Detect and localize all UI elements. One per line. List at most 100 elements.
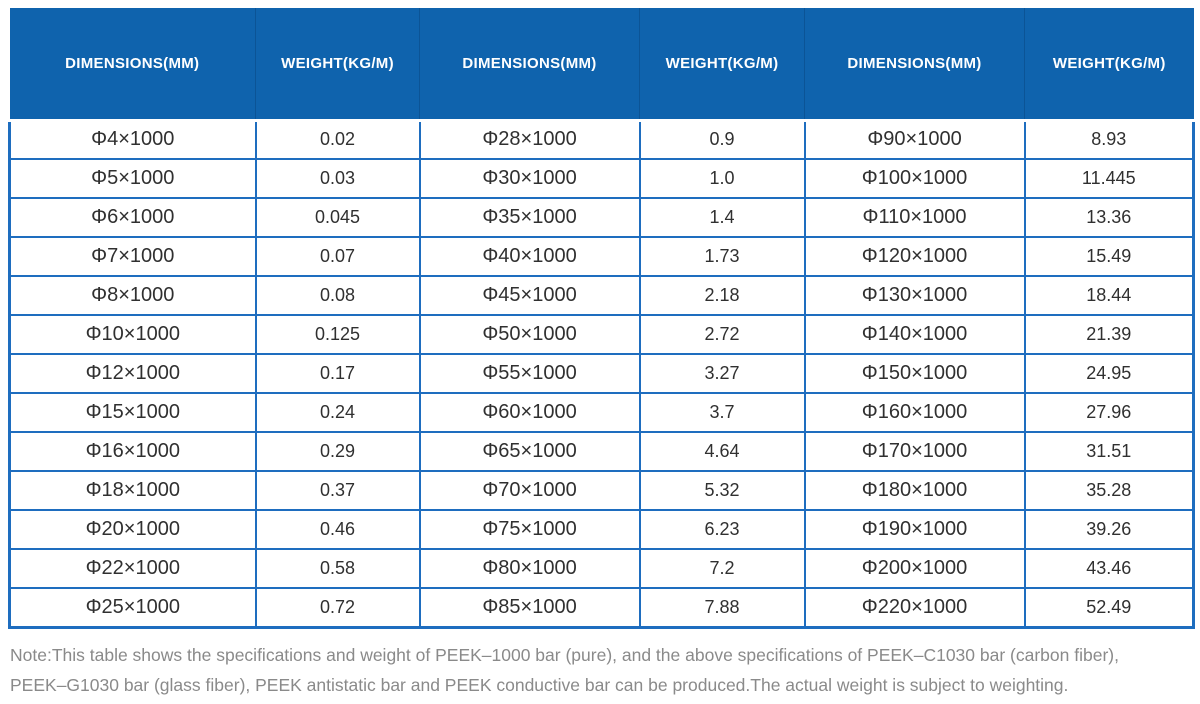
- dimension-value: Φ22×1000: [8, 548, 257, 589]
- weight-value: 21.39: [1023, 314, 1195, 355]
- weight-value: 0.03: [254, 158, 421, 199]
- dimension-value: Φ130×1000: [803, 275, 1026, 316]
- table-row: Φ25×1000 0.72 Φ85×1000 7.88 Φ220×1000 52…: [8, 587, 1195, 629]
- note-line-2: PEEK–G1030 bar (glass fiber), PEEK antis…: [10, 674, 1069, 695]
- peek-bar-spec-table: DIMENSIONS(MM) WEIGHT(KG/M) DIMENSIONS(M…: [8, 8, 1195, 629]
- dimension-value: Φ65×1000: [418, 431, 641, 472]
- dimension-value: Φ4×1000: [8, 119, 257, 160]
- weight-value: 1.4: [638, 197, 806, 238]
- header-weight-1: WEIGHT(KG/M): [255, 8, 420, 122]
- dimension-value: Φ80×1000: [418, 548, 641, 589]
- table-row: Φ5×1000 0.03 Φ30×1000 1.0 Φ100×1000 11.4…: [8, 158, 1195, 199]
- dimension-value: Φ200×1000: [803, 548, 1026, 589]
- dimension-value: Φ10×1000: [8, 314, 257, 355]
- weight-value: 1.0: [638, 158, 806, 199]
- dimension-value: Φ16×1000: [8, 431, 257, 472]
- dimension-value: Φ120×1000: [803, 236, 1026, 277]
- dimension-value: Φ150×1000: [803, 353, 1026, 394]
- weight-value: 0.72: [254, 587, 421, 629]
- weight-value: 0.29: [254, 431, 421, 472]
- dimension-value: Φ75×1000: [418, 509, 641, 550]
- weight-value: 8.93: [1023, 119, 1195, 160]
- weight-value: 24.95: [1023, 353, 1195, 394]
- weight-value: 5.32: [638, 470, 806, 511]
- dimension-value: Φ160×1000: [803, 392, 1026, 433]
- weight-value: 3.27: [638, 353, 806, 394]
- weight-value: 31.51: [1023, 431, 1195, 472]
- dimension-value: Φ7×1000: [8, 236, 257, 277]
- note-line-1: Note:This table shows the specifications…: [10, 644, 1119, 665]
- weight-value: 3.7: [638, 392, 806, 433]
- weight-value: 0.9: [638, 119, 806, 160]
- dimension-value: Φ12×1000: [8, 353, 257, 394]
- table-row: Φ4×1000 0.02 Φ28×1000 0.9 Φ90×1000 8.93: [8, 119, 1195, 160]
- weight-value: 0.08: [254, 275, 421, 316]
- dimension-value: Φ55×1000: [418, 353, 641, 394]
- weight-value: 0.07: [254, 236, 421, 277]
- header-dimensions-2: DIMENSIONS(MM): [419, 8, 640, 122]
- header-dimensions-1: DIMENSIONS(MM): [9, 8, 256, 122]
- weight-value: 0.58: [254, 548, 421, 589]
- table-row: Φ8×1000 0.08 Φ45×1000 2.18 Φ130×1000 18.…: [8, 275, 1195, 316]
- dimension-value: Φ60×1000: [418, 392, 641, 433]
- dimension-value: Φ40×1000: [418, 236, 641, 277]
- dimension-value: Φ190×1000: [803, 509, 1026, 550]
- dimension-value: Φ20×1000: [8, 509, 257, 550]
- dimension-value: Φ28×1000: [418, 119, 641, 160]
- dimension-value: Φ25×1000: [8, 587, 257, 629]
- dimension-value: Φ30×1000: [418, 158, 641, 199]
- dimension-value: Φ45×1000: [418, 275, 641, 316]
- table-row: Φ12×1000 0.17 Φ55×1000 3.27 Φ150×1000 24…: [8, 353, 1195, 394]
- weight-value: 7.88: [638, 587, 806, 629]
- table-note: Note:This table shows the specifications…: [10, 640, 1190, 700]
- dimension-value: Φ15×1000: [8, 392, 257, 433]
- weight-value: 15.49: [1023, 236, 1195, 277]
- weight-value: 0.125: [254, 314, 421, 355]
- table-row: Φ16×1000 0.29 Φ65×1000 4.64 Φ170×1000 31…: [8, 431, 1195, 472]
- weight-value: 11.445: [1023, 158, 1195, 199]
- weight-value: 2.72: [638, 314, 806, 355]
- dimension-value: Φ90×1000: [803, 119, 1026, 160]
- header-dimensions-3: DIMENSIONS(MM): [804, 8, 1025, 122]
- weight-value: 13.36: [1023, 197, 1195, 238]
- weight-value: 4.64: [638, 431, 806, 472]
- table-row: Φ6×1000 0.045 Φ35×1000 1.4 Φ110×1000 13.…: [8, 197, 1195, 238]
- table-body: Φ4×1000 0.02 Φ28×1000 0.9 Φ90×1000 8.93 …: [8, 119, 1195, 629]
- weight-value: 7.2: [638, 548, 806, 589]
- weight-value: 0.46: [254, 509, 421, 550]
- weight-value: 0.045: [254, 197, 421, 238]
- dimension-value: Φ85×1000: [418, 587, 641, 629]
- header-row: DIMENSIONS(MM) WEIGHT(KG/M) DIMENSIONS(M…: [9, 8, 1194, 122]
- weight-value: 2.18: [638, 275, 806, 316]
- dimension-value: Φ220×1000: [803, 587, 1026, 629]
- header-weight-3: WEIGHT(KG/M): [1024, 8, 1194, 122]
- dimension-value: Φ110×1000: [803, 197, 1026, 238]
- weight-value: 6.23: [638, 509, 806, 550]
- weight-value: 18.44: [1023, 275, 1195, 316]
- weight-value: 27.96: [1023, 392, 1195, 433]
- table-header: DIMENSIONS(MM) WEIGHT(KG/M) DIMENSIONS(M…: [9, 8, 1194, 122]
- weight-value: 0.24: [254, 392, 421, 433]
- dimension-value: Φ70×1000: [418, 470, 641, 511]
- header-weight-2: WEIGHT(KG/M): [639, 8, 805, 122]
- weight-value: 39.26: [1023, 509, 1195, 550]
- dimension-value: Φ100×1000: [803, 158, 1026, 199]
- table-row: Φ18×1000 0.37 Φ70×1000 5.32 Φ180×1000 35…: [8, 470, 1195, 511]
- table-row: Φ7×1000 0.07 Φ40×1000 1.73 Φ120×1000 15.…: [8, 236, 1195, 277]
- weight-value: 0.02: [254, 119, 421, 160]
- dimension-value: Φ50×1000: [418, 314, 641, 355]
- table-row: Φ20×1000 0.46 Φ75×1000 6.23 Φ190×1000 39…: [8, 509, 1195, 550]
- dimension-value: Φ18×1000: [8, 470, 257, 511]
- dimension-value: Φ140×1000: [803, 314, 1026, 355]
- weight-value: 0.17: [254, 353, 421, 394]
- weight-value: 43.46: [1023, 548, 1195, 589]
- weight-value: 52.49: [1023, 587, 1195, 629]
- weight-value: 35.28: [1023, 470, 1195, 511]
- dimension-value: Φ35×1000: [418, 197, 641, 238]
- dimension-value: Φ170×1000: [803, 431, 1026, 472]
- table-row: Φ15×1000 0.24 Φ60×1000 3.7 Φ160×1000 27.…: [8, 392, 1195, 433]
- table-row: Φ22×1000 0.58 Φ80×1000 7.2 Φ200×1000 43.…: [8, 548, 1195, 589]
- dimension-value: Φ5×1000: [8, 158, 257, 199]
- dimension-value: Φ8×1000: [8, 275, 257, 316]
- weight-value: 0.37: [254, 470, 421, 511]
